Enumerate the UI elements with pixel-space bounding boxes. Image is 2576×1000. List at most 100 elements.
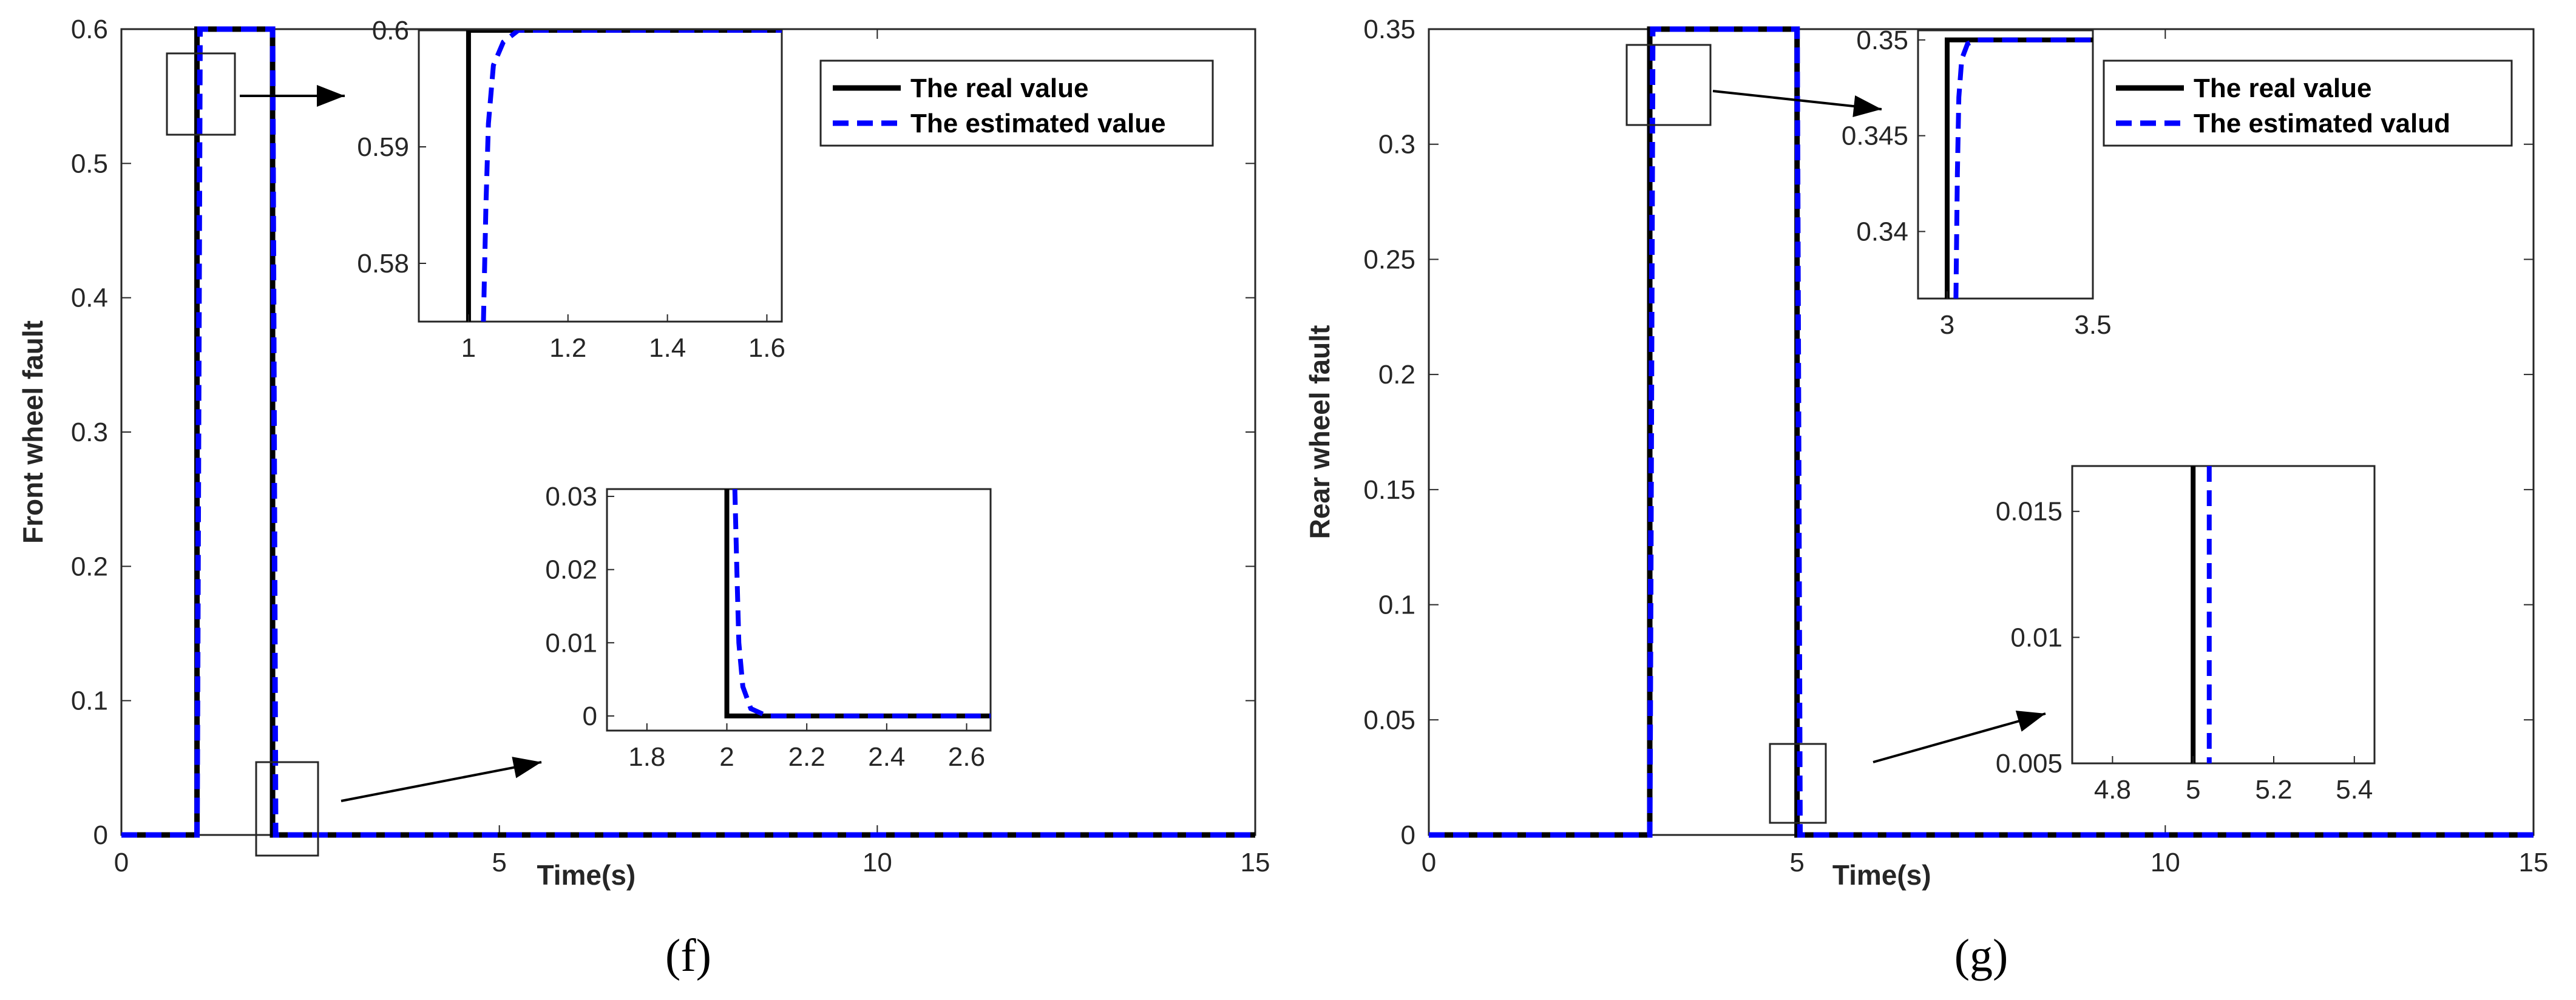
inset-lines	[1945, 37, 2093, 299]
inset-x-tick-label: 1.6	[748, 333, 785, 363]
legend-entry: The real value	[910, 73, 1088, 103]
zoom-region-box	[1625, 44, 1712, 126]
inset-x-tick-label: 1.2	[549, 333, 586, 363]
legend: The real value The estimated value	[819, 59, 1214, 147]
estimated-value-line	[1953, 37, 2093, 299]
x-tick-label: 15	[1241, 848, 1270, 877]
inset-y-tick-label: 0.015	[1996, 497, 2062, 527]
inset-x-tick-label: 5.4	[2336, 775, 2373, 805]
panel-g-rear-wheel-fault: 0 5 10 15 0 0.05 0.1 0.15 0.2 0.25 0.3 0.35 Time(s) R…	[1304, 15, 2548, 981]
y-tick-label: 0.2	[1378, 360, 1415, 390]
y-tick-label: 0.05	[1363, 705, 1415, 735]
zoom-region-box	[255, 761, 319, 857]
zoom-arrow-shaft	[341, 761, 542, 802]
zoom-arrow-head	[512, 757, 541, 779]
estimated-value-line	[732, 489, 991, 718]
inset-lines	[466, 30, 782, 322]
x-tick-label: 5	[492, 848, 506, 877]
inset-x-tick-label: 1	[461, 333, 476, 363]
x-tick-label: 10	[2151, 848, 2180, 877]
inset-frame	[606, 488, 992, 732]
estimated-value-line	[121, 26, 1255, 838]
panel-caption: (f)	[665, 930, 711, 981]
zoom-arrow-head	[317, 85, 345, 107]
inset-y-tick-label: 0.6	[372, 16, 409, 46]
zoom-inset-1: 1 1.2 1.4 1.6 0.58 0.59 0.6	[357, 16, 785, 363]
y-tick-label: 0.35	[1363, 15, 1415, 44]
inset-x-tick-label: 2.6	[948, 742, 985, 772]
zoom-inset-1: 3 3.5 0.34 0.345 0.35	[1842, 25, 2112, 340]
inset-x-tick-label: 5	[2186, 775, 2200, 805]
inset-y-tick-label: 0.03	[545, 482, 597, 512]
inset-x-tick-label: 2.4	[868, 742, 905, 772]
inset-frame	[1917, 29, 2094, 300]
x-tick-label: 0	[114, 848, 129, 877]
inset-y-tick-label: 0	[583, 701, 597, 731]
x-tick-label: 15	[2519, 848, 2549, 877]
inset-y-tick-label: 0.58	[357, 249, 409, 279]
x-tick-label: 10	[863, 848, 892, 877]
y-tick-label: 0.1	[1378, 590, 1415, 620]
y-tick-label: 0.1	[71, 686, 108, 716]
inset-x-tick-label: 1.8	[628, 742, 665, 772]
y-tick-label: 0.3	[1378, 130, 1415, 160]
y-tick-label: 0.15	[1363, 475, 1415, 505]
main-series	[1429, 26, 2534, 838]
inset-frame	[2071, 465, 2376, 765]
x-tick-label: 0	[1422, 848, 1436, 877]
legend: The real value The estimated valud	[2103, 59, 2513, 147]
zoom-arrow-head	[2015, 711, 2046, 732]
estimated-value-line	[481, 30, 782, 322]
x-axis-label: Time(s)	[537, 859, 636, 891]
inset-y-tick-label: 0.01	[2010, 623, 2062, 652]
zoom-region-box	[1769, 743, 1827, 824]
inset-y-tick-label: 0.345	[1842, 121, 1908, 151]
main-series	[121, 26, 1255, 838]
legend-entry: The estimated valud	[2194, 109, 2450, 138]
y-tick-label: 0.6	[71, 15, 108, 44]
y-tick-label: 0.5	[71, 149, 108, 178]
y-axis-label: Front wheel fault	[17, 320, 49, 544]
zoom-inset-2: 1.8 2 2.2 2.4 2.6 0 0.01 0.02 0.03	[545, 482, 992, 772]
legend-box	[2103, 59, 2513, 147]
estimated-value-line	[1429, 26, 2534, 838]
zoom-arrow-head	[1852, 95, 1882, 117]
zoom-arrow-shaft	[1712, 90, 1882, 110]
inset-y-tick-label: 0.59	[357, 132, 409, 162]
legend-entry: The real value	[2194, 73, 2371, 103]
inset-x-tick-label: 3	[1940, 310, 1954, 340]
inset-y-tick-label: 0.005	[1996, 749, 2062, 779]
real-value-line	[1945, 37, 2093, 299]
inset-y-tick-label: 0.01	[545, 628, 597, 658]
inset-y-tick-label: 0.02	[545, 555, 597, 585]
inset-lines	[724, 489, 991, 718]
inset-frame	[418, 29, 783, 323]
legend-entry: The estimated value	[910, 109, 1166, 138]
y-tick-label: 0.2	[71, 552, 108, 581]
inset-x-tick-label: 3.5	[2074, 310, 2111, 340]
inset-y-tick-label: 0.35	[1856, 25, 1908, 55]
inset-x-tick-label: 2	[719, 742, 734, 772]
y-tick-label: 0	[93, 820, 108, 850]
y-tick-label: 0.3	[71, 417, 108, 447]
inset-x-tick-label: 5.2	[2255, 775, 2292, 805]
x-axis-label: Time(s)	[1832, 859, 1931, 891]
y-tick-label: 0.4	[71, 283, 108, 313]
inset-lines	[2191, 466, 2212, 763]
panel-caption: (g)	[1954, 930, 2008, 981]
inset-y-tick-label: 0.34	[1856, 217, 1908, 247]
zoom-inset-2: 4.8 5 5.2 5.4 0.005 0.01 0.015	[1996, 465, 2376, 805]
y-tick-label: 0.25	[1363, 245, 1415, 274]
y-axis-label: Rear wheel fault	[1304, 325, 1335, 539]
legend-box	[819, 59, 1214, 147]
real-value-line	[466, 30, 782, 322]
y-tick-label: 0	[1401, 820, 1415, 850]
x-tick-label: 5	[1789, 848, 1804, 877]
zoom-region-box	[166, 52, 236, 136]
zoom-arrow-shaft	[1873, 712, 2046, 763]
inset-x-tick-label: 1.4	[649, 333, 686, 363]
inset-x-tick-label: 4.8	[2094, 775, 2131, 805]
inset-x-tick-label: 2.2	[788, 742, 825, 772]
